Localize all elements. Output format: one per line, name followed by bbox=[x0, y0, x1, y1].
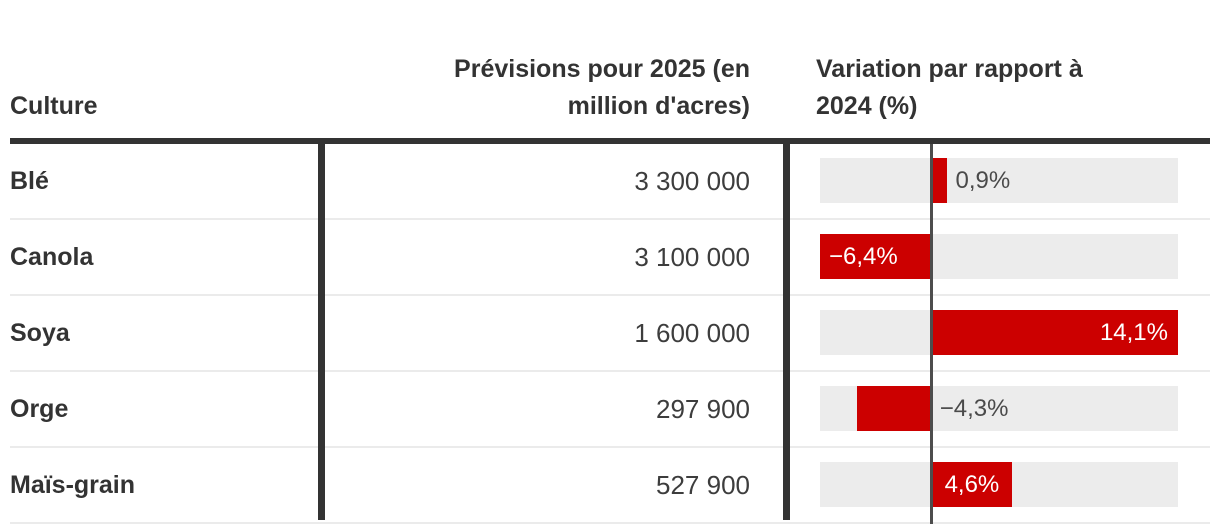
forecast-cell: 527 900 bbox=[656, 469, 750, 500]
forecast-cell: 297 900 bbox=[656, 393, 750, 424]
forecast-cell: 1 600 000 bbox=[634, 317, 750, 348]
variation-value-label: 0,9% bbox=[955, 166, 1011, 194]
variation-header: Variation par rapport à 2024 (%) bbox=[783, 51, 1210, 125]
table-row: Canola 3 100 000 −6,4% bbox=[10, 220, 1210, 296]
variation-cell: 0,9% bbox=[783, 144, 1210, 218]
column-divider-1 bbox=[318, 144, 325, 520]
variation-bar bbox=[931, 158, 948, 203]
culture-cell: Maïs-grain bbox=[10, 470, 136, 499]
table-row: Blé 3 300 000 0,9% bbox=[10, 144, 1210, 220]
variation-value-label: 4,6% bbox=[944, 470, 1000, 498]
forecast-header: Prévisions pour 2025 (en million d'acres… bbox=[318, 51, 783, 125]
variation-bar bbox=[931, 310, 1178, 355]
culture-cell: Orge bbox=[10, 394, 69, 423]
variation-bar bbox=[820, 234, 932, 279]
bar-track: 0,9% bbox=[820, 158, 1178, 203]
table-row: Orge 297 900 −4,3% bbox=[10, 372, 1210, 448]
table-header: Culture Prévisions pour 2025 (en million… bbox=[10, 0, 1210, 138]
culture-header: Culture bbox=[10, 92, 98, 120]
culture-cell: Canola bbox=[10, 242, 94, 271]
bar-track: −6,4% bbox=[820, 234, 1178, 279]
variation-value-label: 14,1% bbox=[1099, 318, 1168, 346]
header-rule bbox=[10, 138, 1210, 144]
variation-bar bbox=[856, 386, 932, 431]
variation-cell: 4,6% bbox=[783, 448, 1210, 522]
bar-track: 4,6% bbox=[820, 462, 1178, 507]
variation-header-line2: 2024 (%) bbox=[816, 92, 918, 120]
table-body: Blé 3 300 000 0,9% Canola 3 100 000 −6,4… bbox=[10, 144, 1210, 530]
variation-value-label: −4,3% bbox=[939, 394, 1009, 422]
forecast-cell: 3 100 000 bbox=[634, 241, 750, 272]
forecast-header-line1: Prévisions pour 2025 (en bbox=[454, 55, 750, 83]
forecast-header-line2: million d'acres) bbox=[567, 92, 750, 120]
forecast-cell: 3 300 000 bbox=[634, 165, 750, 196]
culture-cell: Blé bbox=[10, 166, 49, 195]
table-row: Soya 1 600 000 14,1% bbox=[10, 296, 1210, 372]
table-row: Maïs-grain 527 900 4,6% bbox=[10, 448, 1210, 524]
bar-track: 14,1% bbox=[820, 310, 1178, 355]
zero-line bbox=[930, 144, 934, 524]
variation-cell: −6,4% bbox=[783, 220, 1210, 294]
variation-bar bbox=[931, 462, 1013, 507]
variation-value-label: −6,4% bbox=[829, 242, 898, 270]
chart-inner: Culture Prévisions pour 2025 (en million… bbox=[10, 0, 1210, 530]
variation-cell: 14,1% bbox=[783, 296, 1210, 370]
variation-cell: −4,3% bbox=[783, 372, 1210, 446]
column-divider-2 bbox=[783, 144, 790, 520]
variation-header-line1: Variation par rapport à bbox=[816, 55, 1083, 83]
bar-track: −4,3% bbox=[820, 386, 1178, 431]
culture-cell: Soya bbox=[10, 318, 70, 347]
